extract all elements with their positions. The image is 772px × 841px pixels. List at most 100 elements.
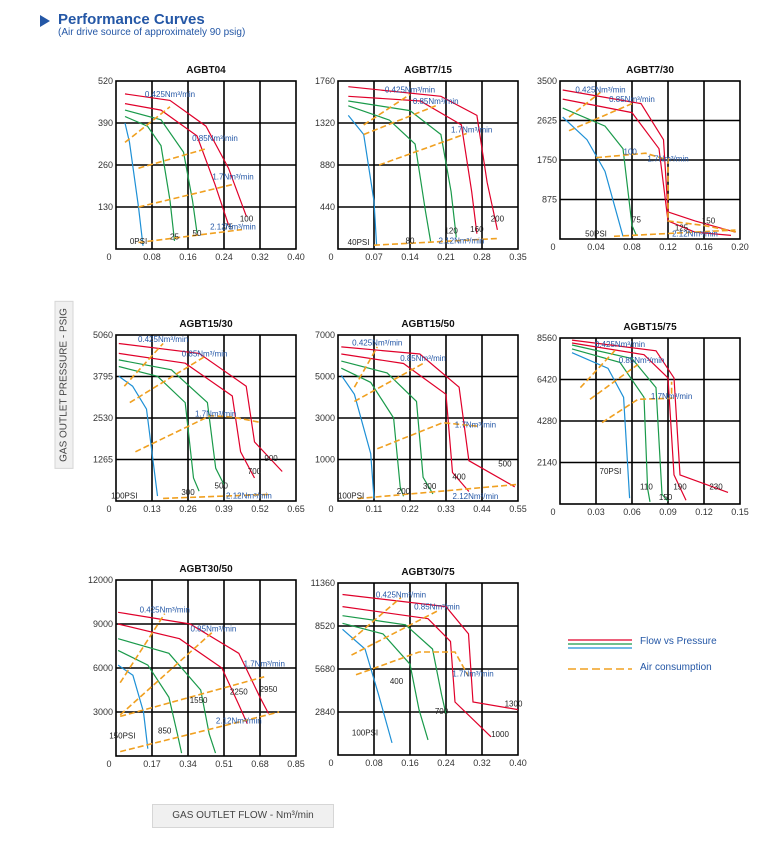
air-consumption-line: [120, 711, 280, 753]
air-line-label: 0.85Nm³/min: [413, 97, 459, 106]
chart-agbt15-75: AGBT15/75 8560 6420 4280 2140 0 0.03 0.06 0.09 0.…: [537, 322, 749, 517]
pressure-curve-label: 25: [170, 232, 179, 241]
y-tick-label: 6420: [537, 375, 557, 385]
chart-title: AGBT04: [186, 65, 226, 76]
air-consumption-line: [123, 342, 164, 387]
pressure-curve: [340, 374, 375, 499]
x-tick-label: 0: [328, 758, 333, 768]
x-tick-label: 0.33: [437, 504, 455, 514]
y-tick-label: 12000: [88, 575, 113, 585]
pressure-curve-label: 700: [435, 707, 449, 716]
air-line-label: 1.7Nm³/min: [647, 154, 688, 163]
plot-frame: [337, 334, 519, 502]
y-tick-label: 260: [98, 160, 113, 170]
title-arrow-icon: [40, 15, 50, 27]
plot-frame: [559, 337, 741, 505]
pressure-curve: [571, 352, 631, 499]
x-tick-label: 0.03: [587, 507, 605, 517]
y-tick-label: 2530: [93, 413, 113, 423]
x-axis-label: GAS OUTLET FLOW - Nm³/min: [152, 804, 334, 828]
y-tick-label: 2625: [537, 116, 557, 126]
pressure-curve-label: 300: [181, 488, 195, 497]
plot-frame: [337, 582, 519, 756]
x-tick-label: 0: [106, 759, 111, 769]
air-consumption-line: [129, 356, 206, 404]
plot-frame: [115, 80, 297, 250]
air-consumption-line: [377, 421, 479, 450]
pressure-curve: [341, 360, 434, 495]
pressure-curve-label: 50PSI: [585, 229, 607, 238]
air-line-label: 0.425Nm³/min: [352, 339, 402, 348]
pressure-curve-label: 500: [498, 460, 512, 469]
air-line-label: 0.85Nm³/min: [191, 624, 237, 633]
x-tick-label: 0.08: [365, 758, 383, 768]
pressure-curve-label: 150: [702, 217, 716, 226]
pressure-curve: [118, 365, 200, 492]
y-tick-label: 5000: [315, 372, 335, 382]
pressure-curve: [118, 611, 270, 714]
x-tick-label: 0: [328, 252, 333, 262]
x-tick-label: 0: [106, 504, 111, 514]
air-line-label: 2.12Nm³/min: [453, 492, 499, 501]
curves: [340, 346, 518, 500]
chart-agbt30-75: AGBT30/75 11360 8520 5680 2840 0 0.08 0.16 0.24 0…: [311, 567, 527, 768]
pressure-curve-label: 300: [423, 482, 437, 491]
curves: [124, 93, 248, 246]
pressure-curve-label: 75: [632, 215, 641, 224]
air-line-label: 0.85Nm³/min: [182, 350, 228, 359]
pressure-curve-label: 500: [215, 482, 229, 491]
pressure-curve-label: 40PSI: [348, 238, 370, 247]
x-tick-label: 0: [550, 507, 555, 517]
air-line-label: 0.425Nm³/min: [145, 90, 195, 99]
x-tick-label: 0.22: [401, 504, 419, 514]
y-tick-label: 2840: [315, 707, 335, 717]
air-consumption-line: [119, 630, 214, 716]
air-line-label: 2.12Nm³/min: [439, 236, 485, 245]
legend: Flow vs Pressure Air consumption: [566, 634, 766, 684]
air-line-label: 0.425Nm³/min: [595, 340, 645, 349]
pressure-curve: [124, 93, 248, 217]
pressure-curve: [118, 359, 225, 485]
y-tick-label: 520: [98, 76, 113, 86]
pressure-curve: [348, 95, 478, 234]
pressure-curve-label: 1000: [491, 730, 509, 739]
plot-frame: [115, 579, 297, 757]
pressure-curve-label: 120: [444, 227, 458, 236]
pressure-curve-label: 100: [240, 215, 254, 224]
x-tick-label: 0.65: [287, 504, 305, 514]
pressure-curve-label: 2950: [260, 685, 278, 694]
y-tick-label: 2140: [537, 458, 557, 468]
chart-title: AGBT15/30: [179, 319, 233, 330]
pressure-curve: [562, 107, 638, 236]
y-tick-label: 8560: [537, 333, 557, 343]
y-tick-label: 130: [98, 202, 113, 212]
air-line-label: 1.7Nm³/min: [651, 392, 692, 401]
pressure-curve-label: 100PSI: [338, 492, 364, 501]
pressure-curve: [341, 346, 515, 488]
air-consumption-line: [613, 229, 736, 238]
x-tick-label: 0.26: [179, 504, 197, 514]
chart-agbt15-50: AGBT15/50 7000 5000 3000 1000 0 0.11 0.22 0.33 0.…: [315, 319, 527, 514]
plot-frame: [115, 334, 297, 502]
pressure-curve: [117, 664, 149, 749]
pressure-curve: [571, 339, 729, 493]
x-tick-label: 0.21: [437, 252, 455, 262]
air-consumption-line: [363, 105, 436, 136]
pressure-curve: [341, 353, 470, 492]
curves: [342, 593, 518, 744]
air-line-label: 0.425Nm³/min: [140, 605, 190, 614]
pressure-curve: [347, 115, 378, 246]
y-tick-label: 5060: [93, 330, 113, 340]
y-tick-label: 3000: [93, 707, 113, 717]
air-line-label: 1.7Nm³/min: [195, 409, 236, 418]
pressure-curve-label: 80: [406, 236, 415, 245]
pressure-curve: [118, 342, 283, 472]
page-subtitle: (Air drive source of approximately 90 ps…: [58, 27, 246, 38]
legend-flow-label: Flow vs Pressure: [640, 636, 717, 647]
air-line-label: 2.12Nm³/min: [210, 223, 256, 232]
pressure-curve: [571, 348, 651, 503]
x-tick-label: 0.55: [509, 504, 527, 514]
legend-air-consumption: Air consumption: [566, 662, 766, 678]
y-tick-label: 6000: [93, 663, 113, 673]
